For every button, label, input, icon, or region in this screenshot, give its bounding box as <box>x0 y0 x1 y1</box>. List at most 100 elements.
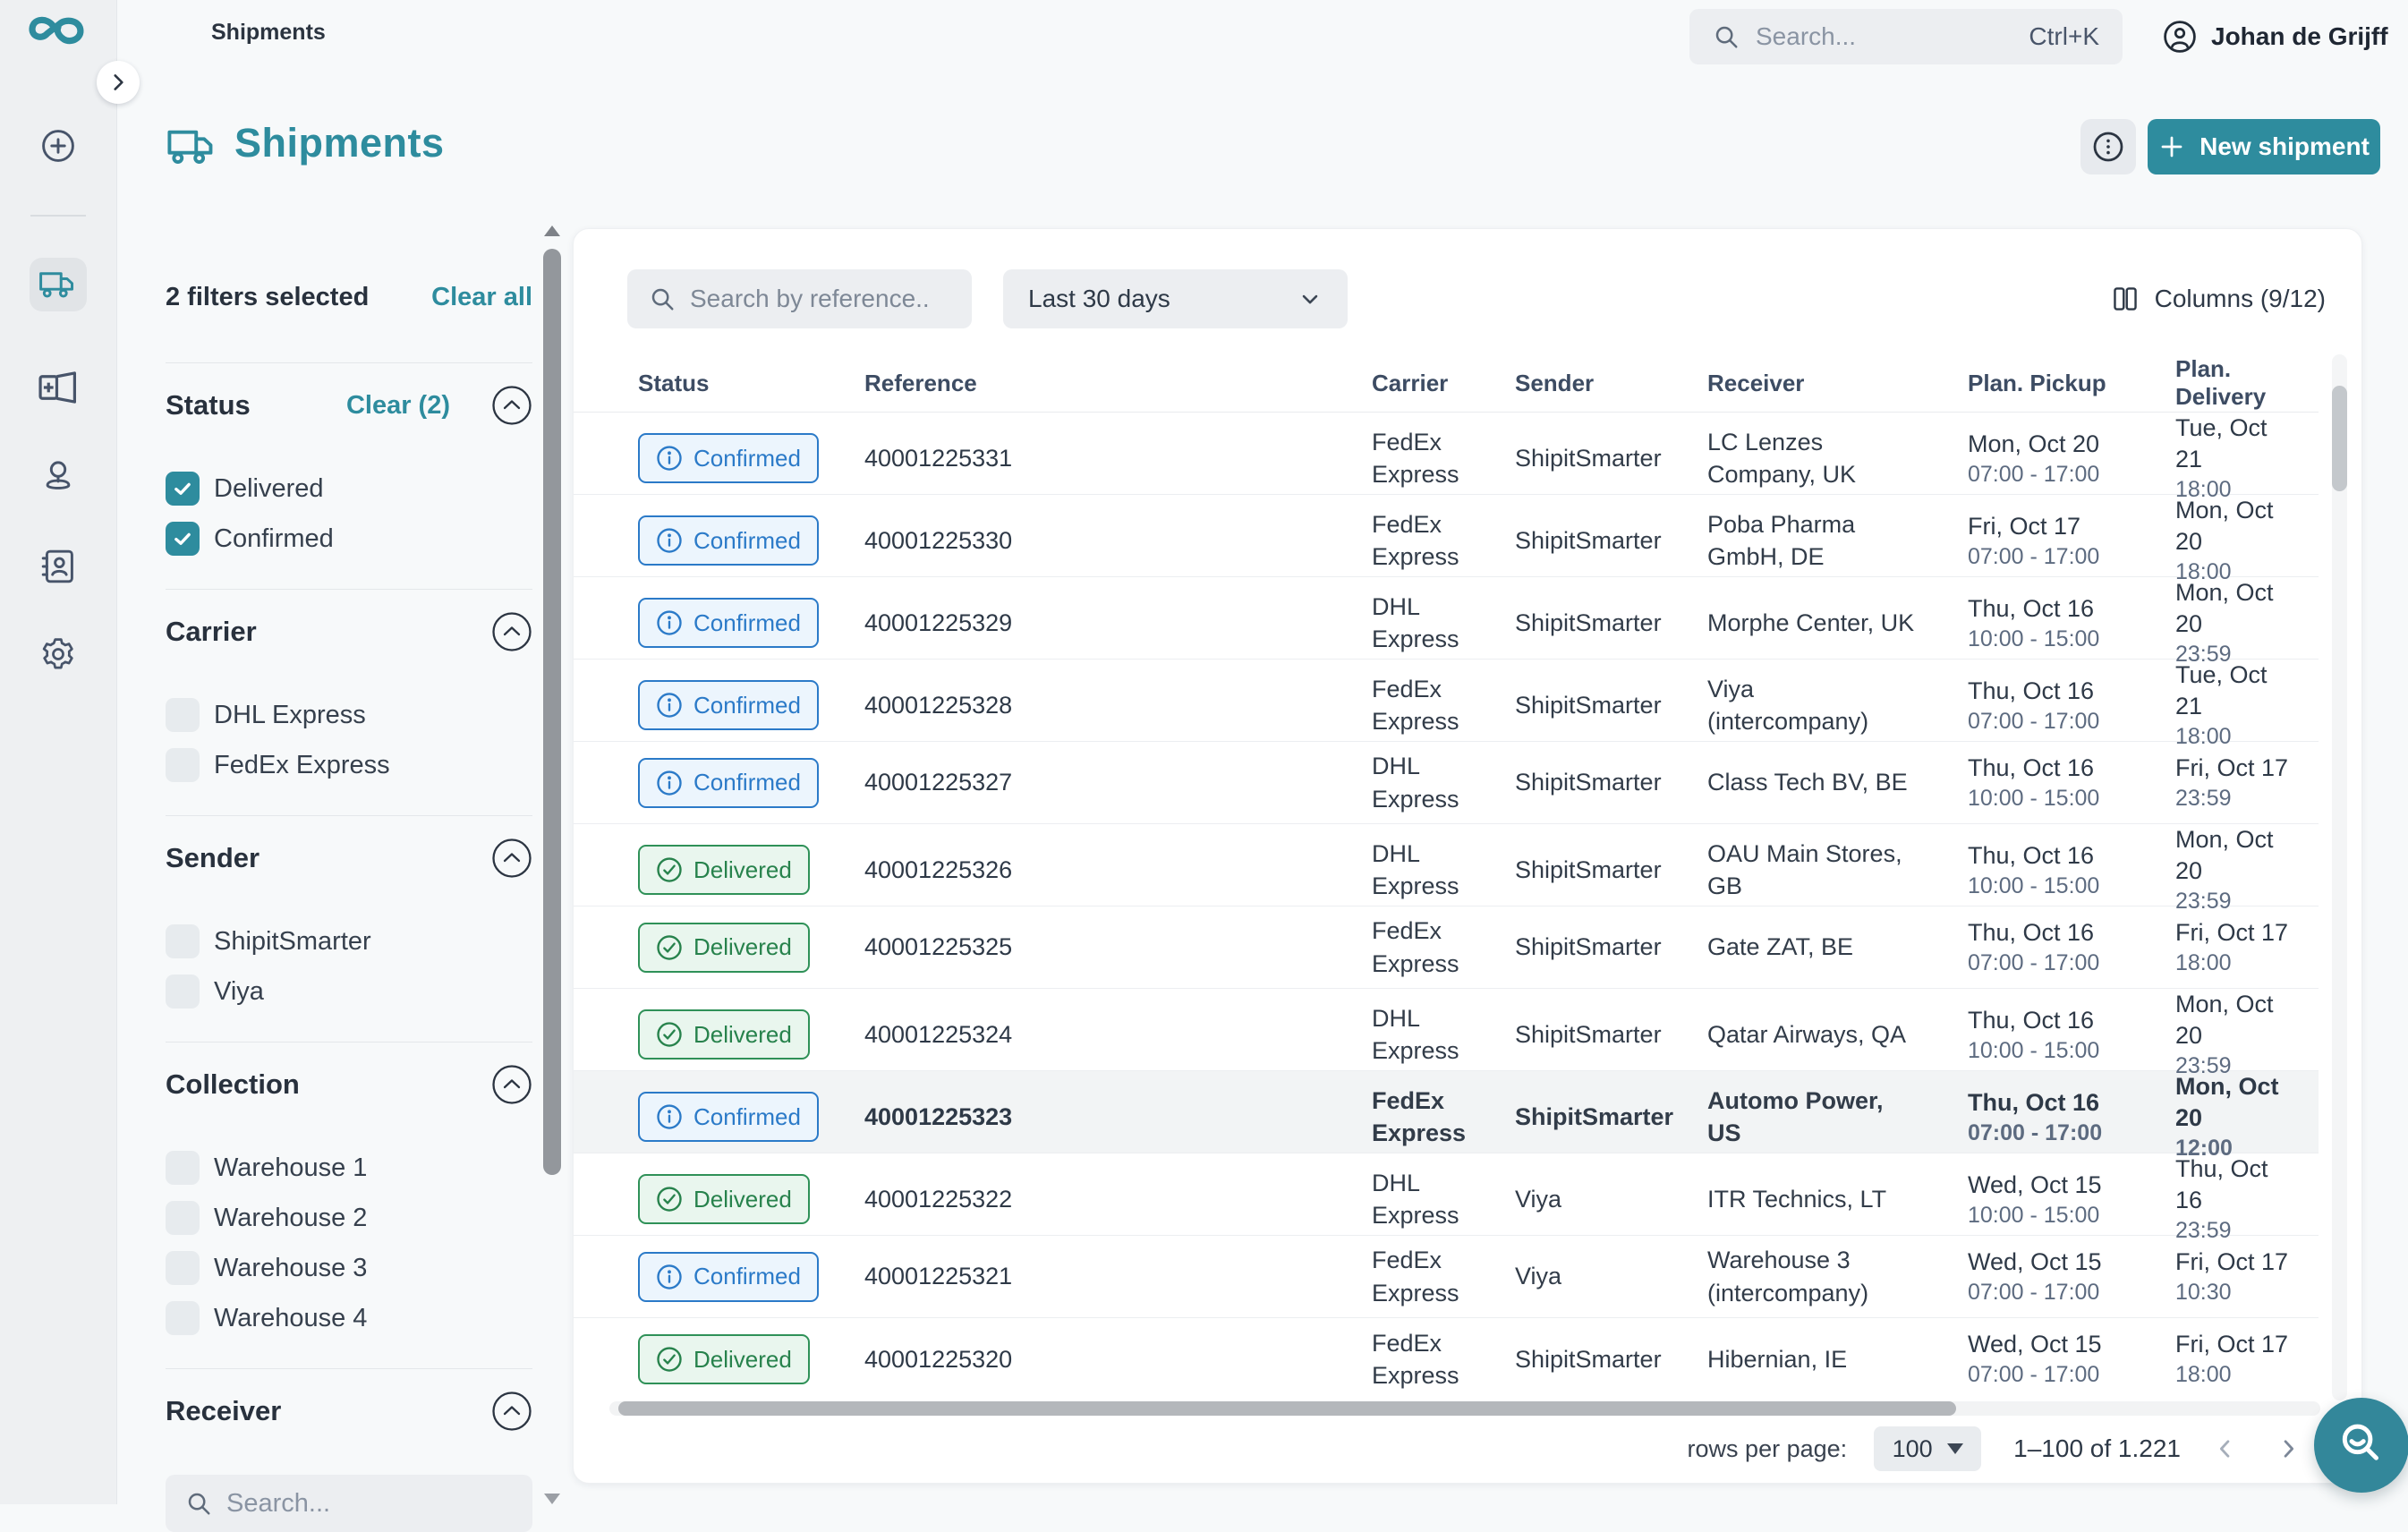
table-row[interactable]: Confirmed 40001225321 FedEx Express Viya War… <box>574 1236 2319 1318</box>
scroll-down-arrow-icon[interactable] <box>544 1494 560 1504</box>
clear-all-filters-link[interactable]: Clear all <box>431 283 532 311</box>
column-header[interactable]: Plan. Pickup <box>1968 369 2106 396</box>
delivery-cell: Thu, Oct 16 23:59 <box>2175 1155 2268 1244</box>
brand-logo-icon[interactable] <box>25 14 89 57</box>
receiver-search-input[interactable]: Search... <box>166 1475 532 1532</box>
check-circle-icon <box>656 1021 683 1048</box>
user-avatar-icon <box>2161 18 2199 55</box>
table-row[interactable]: Delivered 40001225324 DHL Express ShipitSma… <box>574 989 2319 1078</box>
table-row[interactable]: Confirmed 40001225330 FedEx Express ShipitS… <box>574 495 2319 584</box>
support-search-fab[interactable] <box>2314 1398 2408 1493</box>
page-options-button[interactable] <box>2080 119 2136 174</box>
sender-cell: ShipitSmarter <box>1515 526 1662 554</box>
scrollbar-thumb[interactable] <box>618 1401 1956 1416</box>
table-row[interactable]: Delivered 40001225320 FedEx Express ShipitS… <box>574 1318 2319 1400</box>
sidebar-item-shipments-active[interactable] <box>30 258 87 311</box>
carrier-cell: DHL Express <box>1372 839 1459 900</box>
column-header[interactable]: Reference <box>864 369 977 396</box>
sender-cell: ShipitSmarter <box>1515 691 1662 719</box>
sidebar-item-locations[interactable] <box>0 458 116 496</box>
delivery-cell: Mon, Oct 20 12:00 <box>2175 1073 2279 1162</box>
status-badge: Delivered <box>638 1174 810 1225</box>
table-row[interactable]: Confirmed 40001225329 DHL Express ShipitSma… <box>574 577 2319 667</box>
chevron-up-circle-icon[interactable] <box>491 611 532 652</box>
pickup-cell: Wed, Oct 15 07:00 - 17:00 <box>1968 1247 2102 1305</box>
table-row[interactable]: Confirmed 40001225331 FedEx Express ShipitS… <box>574 413 2319 502</box>
carrier-cell: FedEx Express <box>1372 1247 1459 1306</box>
columns-button[interactable]: Columns (9/12) <box>2112 269 2326 328</box>
sidebar-item-settings[interactable] <box>0 635 116 673</box>
reference-cell: 40001225320 <box>864 1345 1013 1373</box>
filter-clear-link[interactable]: Clear (2) <box>345 390 450 420</box>
sidebar-expand-button[interactable] <box>97 61 140 104</box>
filter-panel-scrollbar[interactable] <box>543 226 561 1504</box>
checkbox-unchecked[interactable] <box>166 975 200 1009</box>
reference-cell: 40001225321 <box>864 1263 1013 1289</box>
checkbox-unchecked[interactable] <box>166 698 200 732</box>
checkbox-unchecked[interactable] <box>166 1301 200 1335</box>
chevron-up-circle-icon[interactable] <box>491 1064 532 1105</box>
table-horizontal-scrollbar[interactable] <box>609 1401 2320 1416</box>
column-header[interactable]: Receiver <box>1707 369 1805 396</box>
checkbox-unchecked[interactable] <box>166 748 200 782</box>
chevron-up-circle-icon[interactable] <box>491 838 532 879</box>
sidebar-item-contacts[interactable] <box>0 548 116 585</box>
pickup-cell: Wed, Oct 15 10:00 - 15:00 <box>1968 1170 2102 1228</box>
filter-section-title: Collection <box>166 1068 300 1100</box>
checkbox-checked[interactable] <box>166 472 200 506</box>
rows-per-page-value: 100 <box>1892 1434 1933 1462</box>
checkbox-unchecked[interactable] <box>166 1251 200 1285</box>
table-row[interactable]: Delivered 40001225325 FedEx Express ShipitS… <box>574 906 2319 989</box>
table-row[interactable]: Confirmed 40001225327 DHL Express ShipitSma… <box>574 742 2319 824</box>
receiver-cell: Morphe Center, UK <box>1707 609 1915 637</box>
chevron-right-icon <box>2284 1440 2294 1458</box>
scrollbar-thumb[interactable] <box>2332 386 2347 491</box>
checkbox-unchecked[interactable] <box>166 924 200 958</box>
filter-option: Warehouse 1 <box>166 1148 532 1187</box>
filter-option-label: DHL Express <box>214 700 366 729</box>
checkbox-unchecked[interactable] <box>166 1201 200 1235</box>
table-vertical-scrollbar[interactable] <box>2332 354 2347 1400</box>
sender-cell: ShipitSmarter <box>1515 609 1662 636</box>
delivery-cell: Tue, Oct 21 18:00 <box>2175 661 2268 750</box>
new-shipment-button[interactable]: New shipment <box>2148 119 2380 174</box>
pickup-cell: Thu, Oct 16 07:00 - 17:00 <box>1968 1088 2103 1145</box>
status-label: Confirmed <box>693 526 801 554</box>
filter-option-label: Warehouse 2 <box>214 1203 368 1232</box>
check-circle-icon <box>656 1186 683 1213</box>
checkbox-checked[interactable] <box>166 522 200 556</box>
column-header[interactable]: Sender <box>1515 369 1595 396</box>
scrollbar-thumb[interactable] <box>543 249 561 1175</box>
user-menu[interactable]: Johan de Grijff <box>2161 18 2388 55</box>
table-row[interactable]: Confirmed 40001225328 FedEx Express ShipitS… <box>574 660 2319 749</box>
scroll-up-arrow-icon[interactable] <box>544 226 560 236</box>
column-header[interactable]: Carrier <box>1372 369 1449 396</box>
location-pin-icon <box>46 461 71 489</box>
delivery-cell: Mon, Oct 20 23:59 <box>2175 826 2274 915</box>
sidebar-item-new[interactable] <box>0 127 116 165</box>
reference-search-input[interactable]: Search by reference.. <box>627 269 972 328</box>
status-badge: Confirmed <box>638 433 819 484</box>
chevron-up-circle-icon[interactable] <box>491 385 532 426</box>
table-row[interactable]: Confirmed 40001225323 FedEx Express ShipitS… <box>574 1071 2319 1161</box>
status-label: Delivered <box>693 855 792 883</box>
previous-page-button[interactable] <box>2208 1431 2243 1467</box>
filter-option: FedEx Express <box>166 745 532 785</box>
global-search-input[interactable]: Search... Ctrl+K <box>1689 9 2123 64</box>
filter-section-carrier: Carrier DHL Express FedEx Express <box>166 589 532 785</box>
chevron-up-circle-icon[interactable] <box>491 1391 532 1432</box>
column-header[interactable]: Status <box>638 369 710 396</box>
table-row[interactable]: Delivered 40001225326 DHL Express ShipitSma… <box>574 824 2319 914</box>
search-shortcut: Ctrl+K <box>2029 22 2099 50</box>
pickup-cell: Fri, Oct 17 07:00 - 17:00 <box>1968 512 2100 569</box>
receiver-cell: Class Tech BV, BE <box>1707 769 1908 796</box>
table-row[interactable]: Delivered 40001225322 DHL Express Viya ITR T… <box>574 1153 2319 1243</box>
date-range-select[interactable]: Last 30 days <box>1003 269 1348 328</box>
next-page-button[interactable] <box>2270 1431 2306 1467</box>
sender-cell: ShipitSmarter <box>1515 855 1662 883</box>
column-header[interactable]: Plan. Delivery <box>2175 355 2267 410</box>
checkbox-unchecked[interactable] <box>166 1151 200 1185</box>
sidebar-item-containers[interactable] <box>0 369 116 406</box>
rows-per-page-select[interactable]: 100 <box>1874 1426 1982 1471</box>
info-circle-icon <box>656 527 683 554</box>
